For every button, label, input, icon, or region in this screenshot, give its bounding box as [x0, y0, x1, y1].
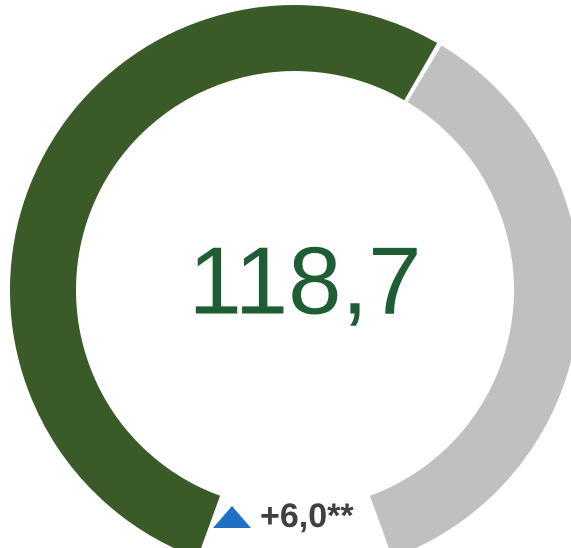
gauge-track — [369, 45, 571, 548]
delta-label: +6,0** — [260, 497, 354, 535]
gauge-value-arc — [10, 5, 438, 548]
gauge-value-label: 118,7 — [188, 227, 421, 334]
delta-arrow — [213, 506, 251, 528]
